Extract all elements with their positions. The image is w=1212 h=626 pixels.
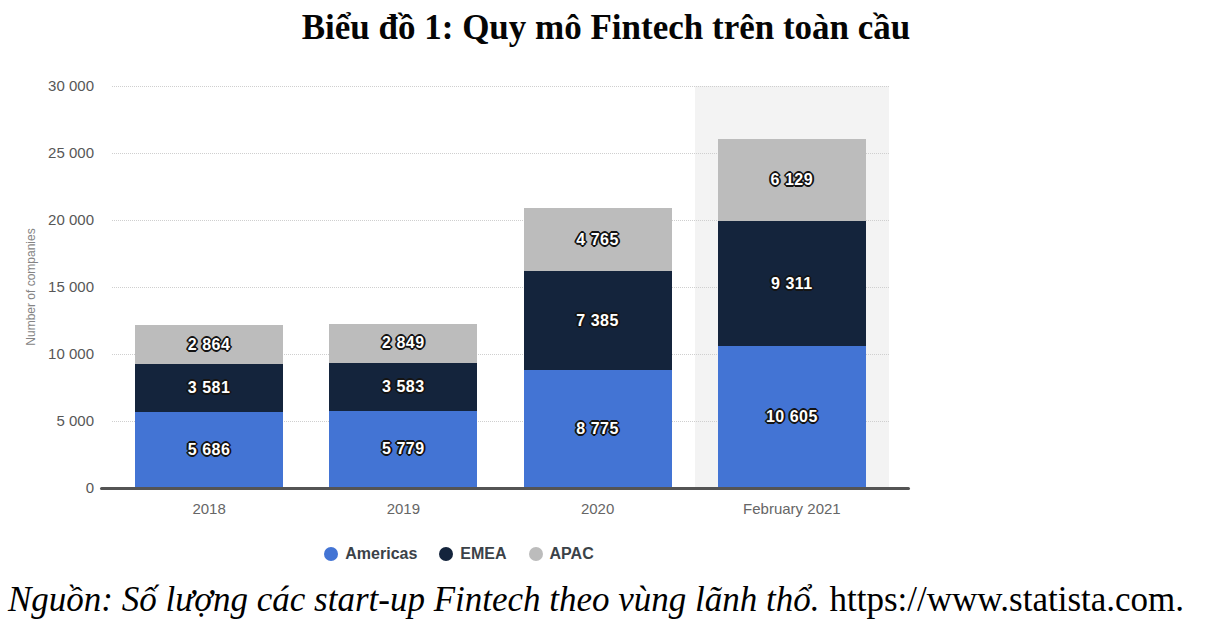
x-category-label-2019: 2019 bbox=[303, 500, 503, 517]
legend-item-apac[interactable]: APAC bbox=[529, 545, 594, 563]
bar-value-label: 7 385 bbox=[576, 312, 619, 330]
bar-value-label: 2 849 bbox=[382, 334, 425, 352]
bar-segment-emea-2019[interactable]: 3 583 bbox=[329, 363, 477, 411]
bar-segment-apac-2018[interactable]: 2 864 bbox=[135, 325, 283, 363]
legend-dot-emea bbox=[439, 547, 453, 561]
legend-label: APAC bbox=[550, 545, 594, 563]
x-category-label-2020: 2020 bbox=[498, 500, 698, 517]
bar-value-label: 5 779 bbox=[382, 440, 425, 458]
bar-segment-emea-2020[interactable]: 7 385 bbox=[524, 271, 672, 370]
legend-item-americas[interactable]: Americas bbox=[324, 545, 417, 563]
legend-dot-americas bbox=[324, 547, 338, 561]
y-tick-label: 10 000 bbox=[0, 345, 94, 363]
bar-segment-emea-2018[interactable]: 3 581 bbox=[135, 364, 283, 412]
y-tick-label: 5 000 bbox=[0, 412, 94, 430]
y-tick-label: 30 000 bbox=[0, 77, 94, 95]
legend-dot-apac bbox=[529, 547, 543, 561]
x-category-label-2018: 2018 bbox=[109, 500, 309, 517]
bar-segment-apac-2019[interactable]: 2 849 bbox=[329, 324, 477, 362]
x-axis-line bbox=[100, 487, 910, 490]
source-url[interactable]: https://www.statista.com. bbox=[830, 580, 1185, 619]
bar-segment-americas-2019[interactable]: 5 779 bbox=[329, 411, 477, 488]
bar-segment-emea-february-2021[interactable]: 9 311 bbox=[718, 221, 866, 346]
x-category-label-february-2021: February 2021 bbox=[692, 500, 892, 517]
y-tick-label: 15 000 bbox=[0, 278, 94, 296]
y-tick-label: 25 000 bbox=[0, 144, 94, 162]
bar-value-label: 3 581 bbox=[188, 379, 231, 397]
source-text: Nguồn: Số lượng các start-up Fintech the… bbox=[8, 580, 820, 619]
legend-label: Americas bbox=[345, 545, 417, 563]
source-caption: Nguồn: Số lượng các start-up Fintech the… bbox=[8, 579, 1212, 621]
bar-segment-americas-2020[interactable]: 8 775 bbox=[524, 370, 672, 488]
bar-value-label: 2 864 bbox=[188, 336, 231, 354]
bar-value-label: 5 686 bbox=[188, 441, 231, 459]
bar-value-label: 8 775 bbox=[576, 420, 619, 438]
gridline-30000 bbox=[112, 86, 889, 87]
plot-area: 5 686 3 581 2 864 5 779 3 583 2 849 8 775 7 385… bbox=[112, 86, 889, 488]
bar-segment-americas-2018[interactable]: 5 686 bbox=[135, 412, 283, 488]
bar-value-label: 9 311 bbox=[771, 275, 813, 293]
bar-value-label: 4 765 bbox=[576, 231, 619, 249]
bar-value-label: 3 583 bbox=[382, 378, 425, 396]
y-tick-label: 20 000 bbox=[0, 211, 94, 229]
legend-item-emea[interactable]: EMEA bbox=[439, 545, 506, 563]
bar-segment-apac-february-2021[interactable]: 6 129 bbox=[718, 139, 866, 221]
legend-label: EMEA bbox=[460, 545, 506, 563]
page: Biểu đồ 1: Quy mô Fintech trên toàn cầu … bbox=[0, 0, 1212, 626]
legend: Americas EMEA APAC bbox=[0, 545, 918, 563]
bar-value-label: 10 605 bbox=[766, 408, 818, 426]
bar-value-label: 6 129 bbox=[771, 171, 814, 189]
bar-segment-americas-february-2021[interactable]: 10 605 bbox=[718, 346, 866, 488]
page-title: Biểu đồ 1: Quy mô Fintech trên toàn cầu bbox=[0, 6, 1212, 50]
y-tick-label: 0 bbox=[0, 479, 94, 497]
bar-segment-apac-2020[interactable]: 4 765 bbox=[524, 208, 672, 272]
